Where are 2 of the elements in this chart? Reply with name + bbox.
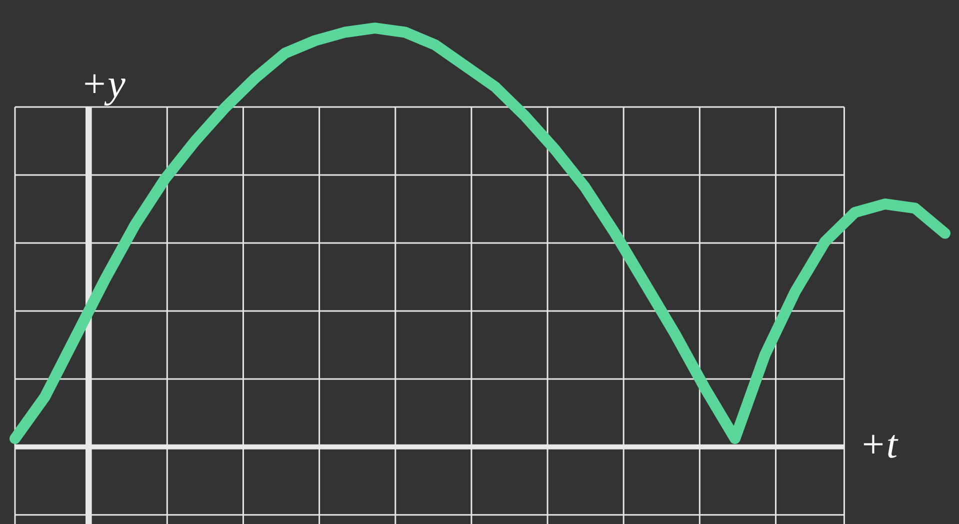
- y-axis-title: +y: [80, 61, 126, 106]
- x-axis-title: +t: [859, 421, 898, 466]
